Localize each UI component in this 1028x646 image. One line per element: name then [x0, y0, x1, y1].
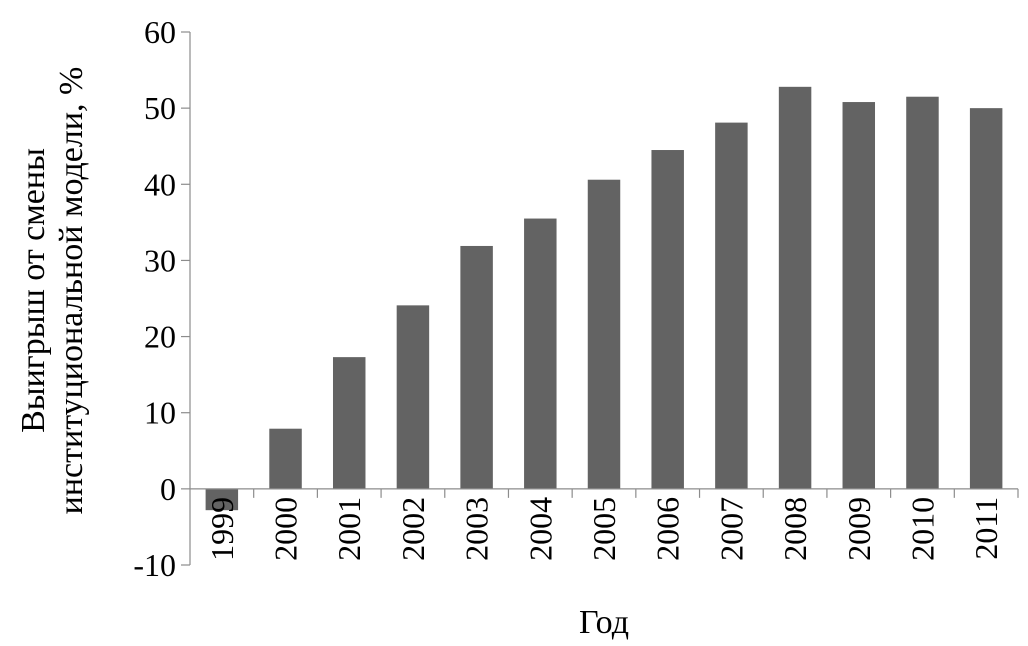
- x-tick-label: 2003: [459, 497, 495, 561]
- x-axis-title: Год: [579, 604, 629, 641]
- y-tick-label: 60: [144, 14, 176, 50]
- bar: [969, 108, 1003, 489]
- x-tick-label: 2007: [713, 497, 749, 561]
- y-tick-label: 10: [144, 395, 176, 431]
- x-tick-label: 2005: [586, 497, 622, 561]
- x-tick-label: 2010: [904, 497, 940, 561]
- y-axis-title-line-2: институциональной модели, %: [53, 67, 90, 515]
- y-tick-label: 20: [144, 319, 176, 355]
- y-tick-label: -10: [133, 547, 176, 583]
- bar: [715, 122, 748, 489]
- y-tick-label: 50: [144, 90, 176, 126]
- y-tick-label: 40: [144, 166, 176, 202]
- bars: [205, 86, 1003, 511]
- bar: [651, 150, 684, 489]
- bar: [587, 179, 621, 489]
- x-tick-label: 2002: [395, 497, 431, 561]
- y-axis-ticks: -10 0 10 20 30 40 50 60: [133, 14, 190, 583]
- y-axis-title-line-1: Выигрыш от смены: [15, 148, 52, 433]
- x-tick-label: 2004: [522, 497, 558, 561]
- bar: [269, 428, 302, 489]
- y-tick-label: 30: [144, 242, 176, 278]
- x-axis-ticks: 1999 2000 2001 2002 2003 2004 2005 2006 2007 2008…: [204, 488, 1019, 561]
- x-tick-label: 2008: [777, 497, 813, 561]
- x-tick-label: 2001: [331, 497, 367, 561]
- bar: [205, 488, 239, 511]
- bar: [778, 86, 812, 489]
- x-tick-label: 2006: [650, 497, 686, 561]
- bar: [524, 218, 557, 489]
- x-tick-label: 2011: [968, 497, 1004, 560]
- x-tick-label: 2000: [268, 497, 304, 561]
- x-tick-label: 1999: [204, 497, 240, 561]
- bar: [332, 357, 366, 489]
- bar: [396, 305, 430, 489]
- y-tick-label: 0: [160, 471, 176, 507]
- bar: [460, 245, 493, 489]
- bar: [906, 96, 939, 489]
- x-tick-label: 2009: [841, 497, 877, 561]
- bar: [842, 102, 876, 489]
